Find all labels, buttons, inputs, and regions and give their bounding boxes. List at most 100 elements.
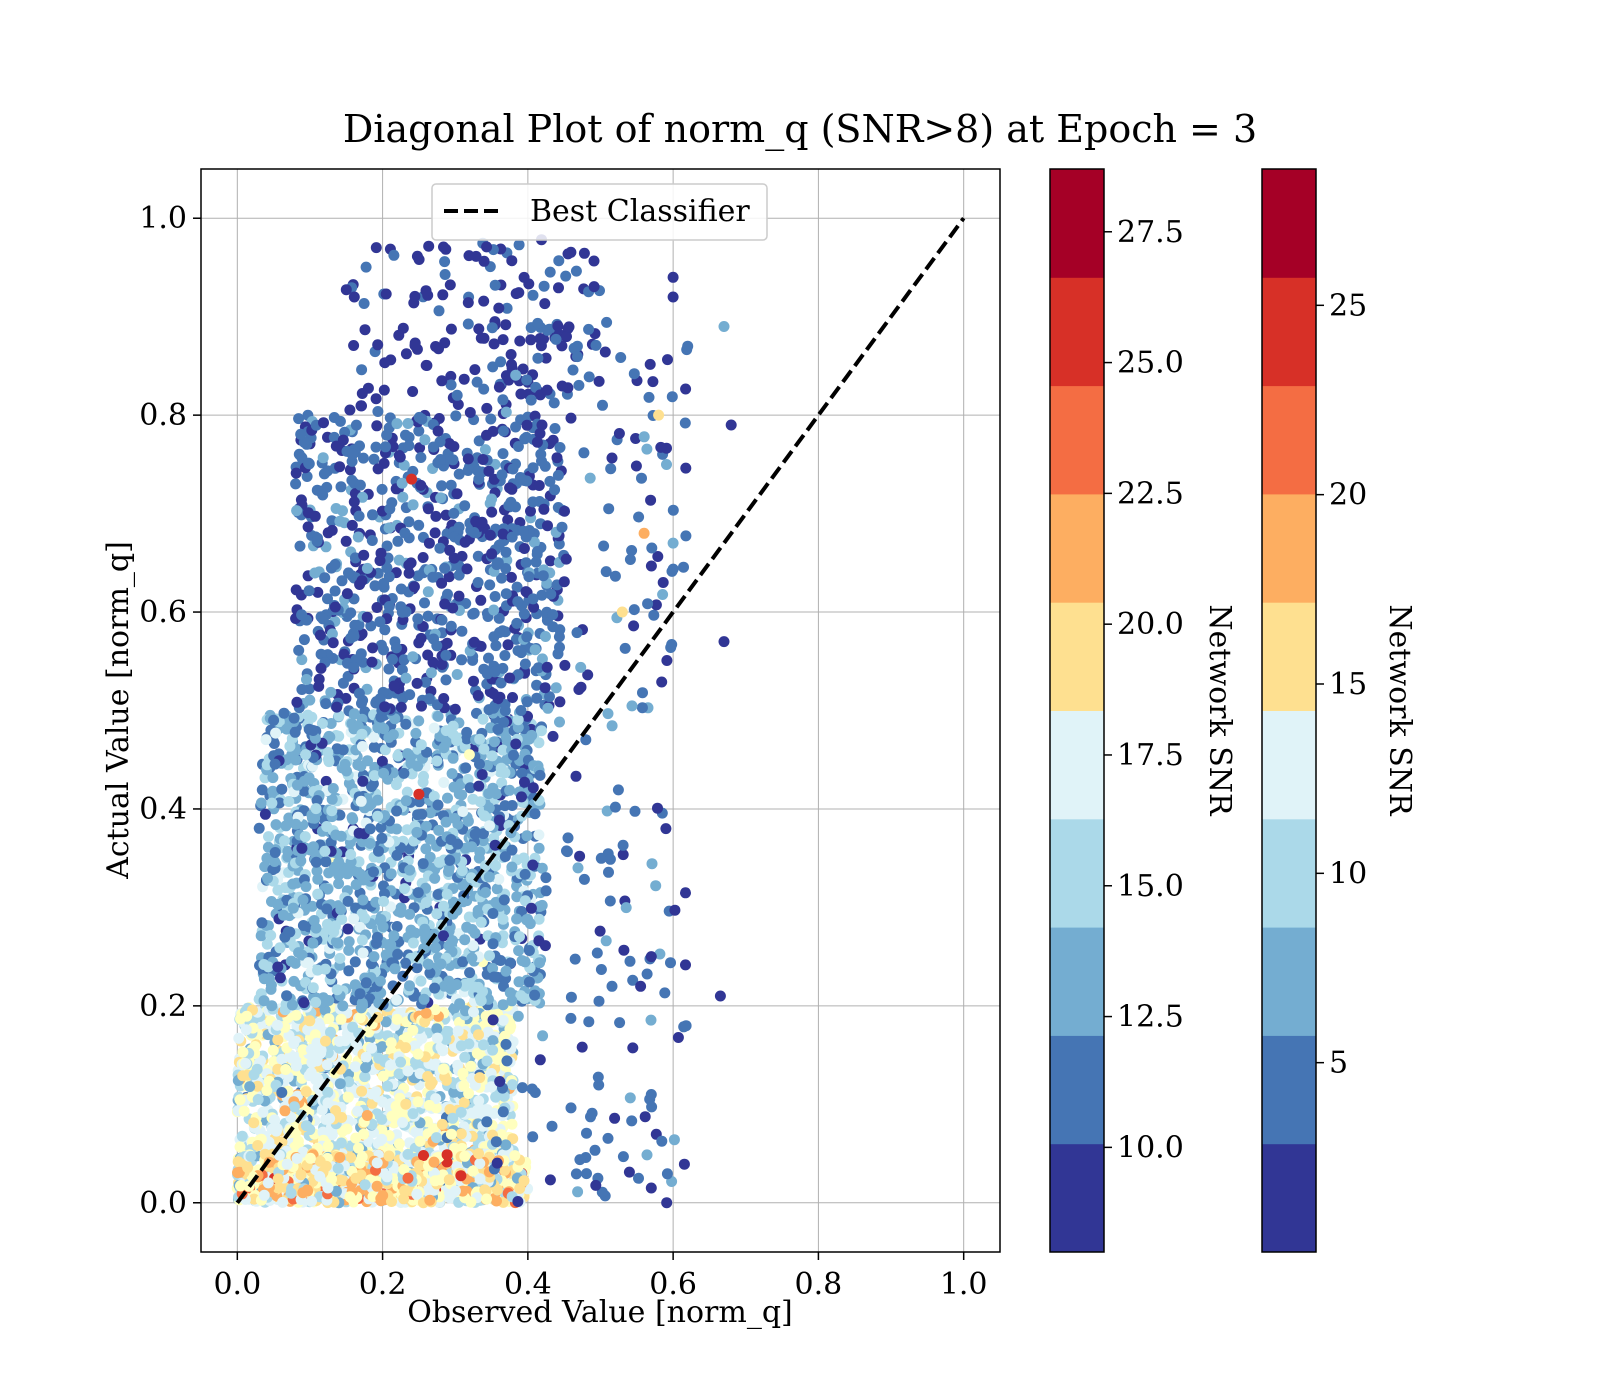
- scatter-point: [648, 609, 660, 621]
- scatter-point: [412, 1096, 424, 1108]
- scatter-point: [343, 944, 355, 956]
- scatter-point: [259, 808, 271, 820]
- scatter-point: [332, 937, 344, 949]
- scatter-point: [606, 720, 618, 732]
- scatter-point: [445, 379, 457, 391]
- scatter-point: [329, 559, 341, 570]
- scatter-point: [490, 640, 502, 652]
- scatter-point: [419, 434, 431, 446]
- scatter-point: [497, 394, 509, 406]
- scatter-point: [679, 417, 691, 429]
- scatter-point: [312, 1074, 324, 1085]
- scatter-point: [385, 1037, 397, 1049]
- scatter-point: [404, 980, 415, 992]
- scatter-point: [386, 1110, 398, 1122]
- scatter-point: [369, 580, 381, 592]
- scatter-point: [518, 271, 530, 283]
- scatter-point: [391, 994, 403, 1006]
- scatter-point: [357, 452, 369, 464]
- scatter-point: [523, 571, 535, 583]
- scatter-point: [364, 823, 376, 835]
- scatter-point: [262, 872, 273, 884]
- scatter-point: [412, 570, 424, 582]
- scatter-point: [278, 707, 290, 719]
- scatter-point: [467, 1165, 479, 1177]
- scatter-point: [474, 758, 485, 770]
- scatter-point: [300, 1086, 312, 1098]
- scatter-point: [512, 1196, 524, 1207]
- scatter-point: [417, 858, 429, 870]
- scatter-point: [627, 1042, 639, 1054]
- scatter-point: [431, 1023, 443, 1035]
- scatter-point: [613, 428, 625, 439]
- scatter-point: [344, 404, 356, 416]
- scatter-point: [474, 846, 486, 858]
- scatter-point: [406, 473, 418, 485]
- scatter-point: [518, 543, 530, 554]
- scatter-point: [546, 1120, 558, 1132]
- scatter-point: [553, 255, 565, 267]
- scatter-point: [353, 688, 365, 699]
- scatter-point: [655, 441, 667, 453]
- scatter-point: [678, 561, 689, 573]
- scatter-point: [422, 503, 434, 515]
- scatter-point: [458, 373, 470, 385]
- scatter-point: [438, 693, 450, 704]
- scatter-point: [456, 654, 468, 666]
- scatter-point: [383, 601, 395, 612]
- scatter-point: [481, 402, 493, 414]
- scatter-point: [350, 419, 362, 431]
- scatter-point: [593, 995, 605, 1007]
- colorbar-1-label: Network SNR: [1202, 604, 1237, 817]
- scatter-point: [672, 1032, 684, 1043]
- scatter-point: [415, 739, 427, 751]
- scatter-point: [435, 492, 447, 504]
- scatter-point: [326, 1129, 338, 1141]
- scatter-point: [306, 1195, 317, 1207]
- scatter-point: [480, 1185, 492, 1197]
- scatter-point: [540, 872, 552, 884]
- scatter-point: [620, 902, 632, 914]
- colorbar-band: [1262, 385, 1316, 495]
- scatter-point: [480, 887, 491, 898]
- scatter-point: [272, 884, 284, 896]
- scatter-point: [463, 1038, 475, 1050]
- colorbar-tick-label: 15: [1329, 667, 1367, 702]
- scatter-point: [359, 1071, 371, 1083]
- scatter-point: [496, 572, 508, 584]
- scatter-point: [300, 1120, 312, 1132]
- scatter-point: [237, 1046, 249, 1058]
- scatter-point: [447, 1112, 459, 1124]
- scatter-point: [661, 1197, 673, 1209]
- scatter-point: [281, 990, 293, 1002]
- colorbar-band: [1050, 385, 1104, 495]
- scatter-point: [291, 696, 303, 708]
- scatter-point: [519, 868, 531, 880]
- scatter-point: [370, 1086, 382, 1098]
- colorbar-band: [1050, 1143, 1104, 1253]
- scatter-point: [497, 334, 509, 346]
- scatter-point: [369, 770, 380, 782]
- scatter-point: [541, 384, 553, 396]
- scatter-point: [265, 983, 277, 995]
- y-axis-ticks: 0.00.20.40.60.81.0: [139, 201, 201, 1221]
- scatter-point: [430, 942, 441, 954]
- scatter-point: [537, 1030, 549, 1042]
- scatter-point: [560, 270, 572, 282]
- scatter-point: [531, 546, 543, 557]
- scatter-point: [285, 1052, 297, 1064]
- scatter-point: [265, 929, 277, 941]
- scatter-point: [423, 240, 435, 252]
- scatter-point: [511, 913, 523, 925]
- colorbar-tick-label: 10.0: [1117, 1130, 1184, 1165]
- scatter-point: [575, 661, 587, 673]
- scatter-point: [294, 540, 306, 552]
- scatter-point: [337, 1125, 349, 1137]
- scatter-point: [397, 1117, 408, 1128]
- scatter-point: [396, 477, 408, 489]
- scatter-point: [538, 503, 550, 515]
- scatter-point: [667, 504, 679, 516]
- scatter-point: [472, 550, 484, 562]
- scatter-point: [357, 741, 368, 752]
